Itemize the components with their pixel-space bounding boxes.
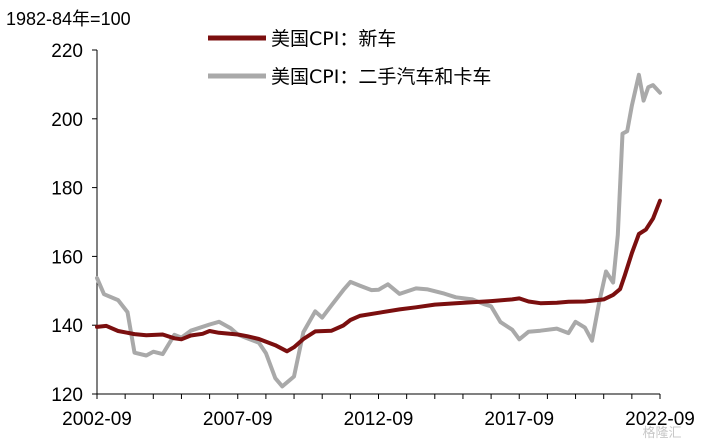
y-tick-label: 120 xyxy=(51,385,83,406)
y-tick-label: 220 xyxy=(51,41,83,62)
y-tick-label: 200 xyxy=(51,110,83,131)
x-tick-label: 2017-09 xyxy=(484,409,554,430)
series-line-1 xyxy=(95,198,662,354)
watermark-text: 格隆汇 xyxy=(642,425,681,441)
legend-label-2: 美国CPI：二手汽车和卡车 xyxy=(271,66,491,88)
axes xyxy=(96,50,660,395)
x-tick-label: 2022-09 xyxy=(625,409,695,430)
y-tick-label: 180 xyxy=(51,179,83,200)
unit-label: 1982-84年=100 xyxy=(6,9,131,29)
legend-label-1: 美国CPI：新车 xyxy=(271,28,396,50)
y-tick-label: 160 xyxy=(51,247,83,268)
y-tick-label: 140 xyxy=(51,316,83,337)
x-tick-label: 2002-09 xyxy=(62,409,132,430)
series-group xyxy=(95,72,662,389)
x-tick-label: 2012-09 xyxy=(344,409,414,430)
x-axis-ticks: 2002-09 2007-09 2012-09 2017-09 2022-09 xyxy=(62,394,695,430)
series-line-2 xyxy=(95,72,662,389)
x-tick-label: 2007-09 xyxy=(203,409,273,430)
y-axis-ticks: 120 140 160 180 200 220 xyxy=(51,41,97,406)
